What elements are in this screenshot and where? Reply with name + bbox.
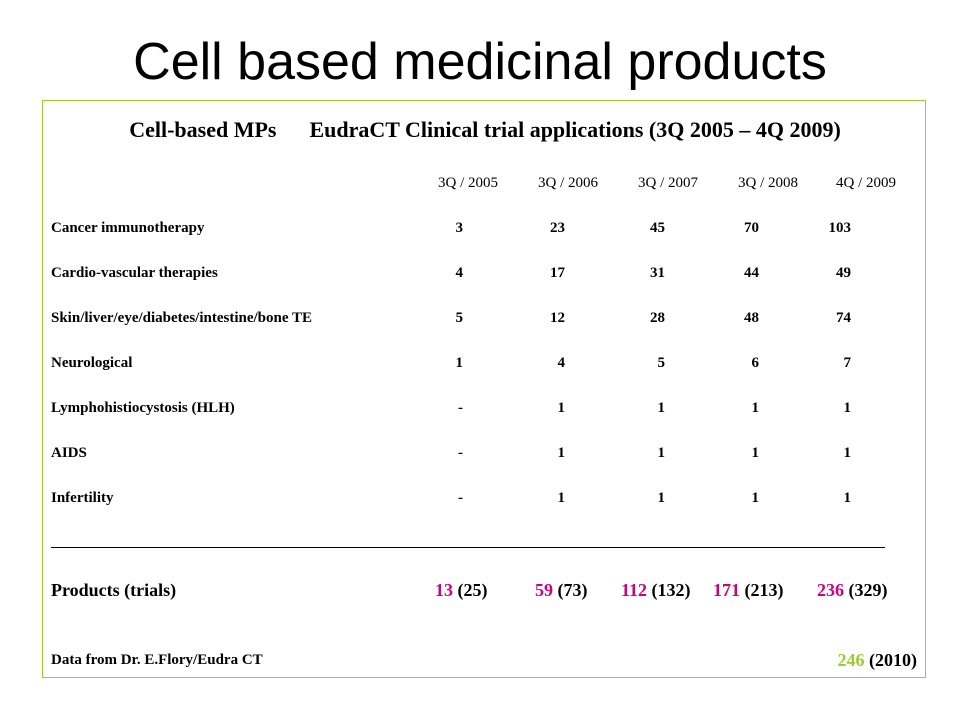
cell-value: 12 <box>550 310 565 326</box>
cell-value: 4 <box>557 355 566 371</box>
cell-value: 1 <box>843 490 852 506</box>
cell-value: 1 <box>455 355 464 371</box>
products-count: 13 <box>435 580 453 600</box>
source-label: Data from Dr. E.Flory/Eudra CT <box>51 652 263 668</box>
table-row: AIDS - 1 1 1 1 <box>43 442 927 464</box>
cell-value: 48 <box>744 310 759 326</box>
cell-value: 5 <box>455 310 464 326</box>
row-label: Neurological <box>51 355 133 371</box>
row-label: Cancer immunotherapy <box>51 220 205 236</box>
row-label: Lymphohistiocystosis (HLH) <box>51 400 235 416</box>
total-cell: 236 (329) <box>817 578 888 602</box>
cell-value: 1 <box>751 400 760 416</box>
trials-count: (73) <box>557 580 588 600</box>
cell-value: 45 <box>650 220 665 236</box>
cell-value: 1 <box>557 445 566 461</box>
cell-value: 1 <box>557 400 566 416</box>
table-box: Cell-based MPs EudraCT Clinical trial ap… <box>42 100 926 678</box>
products-count: 171 <box>713 580 740 600</box>
cell-value: 1 <box>657 445 666 461</box>
products-count: 59 <box>535 580 553 600</box>
total-cell: 13 (25) <box>435 578 488 602</box>
trials-count: (25) <box>457 580 488 600</box>
cell-value: 17 <box>550 265 565 281</box>
cell-value: 1 <box>843 400 852 416</box>
table-row: Infertility - 1 1 1 1 <box>43 487 927 509</box>
table-row: Skin/liver/eye/diabetes/intestine/bone T… <box>43 307 927 329</box>
note-year: (2010) <box>869 650 917 670</box>
cell-value: 44 <box>744 265 759 281</box>
total-cell: 112 (132) <box>621 578 691 602</box>
source-row: Data from Dr. E.Flory/Eudra CT 246 (2010… <box>43 649 927 671</box>
cell-value: 1 <box>751 490 760 506</box>
divider-line <box>51 547 885 548</box>
totals-label: Products (trials) <box>51 580 177 600</box>
cell-value: - <box>458 445 463 461</box>
table-row: Cardio-vascular therapies 4 17 31 44 49 <box>43 262 927 284</box>
cell-value: 1 <box>657 400 666 416</box>
note-2010: 246 (2010) <box>838 649 918 671</box>
cell-value: - <box>458 400 463 416</box>
table-header: Cell-based MPs EudraCT Clinical trial ap… <box>43 115 927 145</box>
cell-value: 6 <box>751 355 760 371</box>
total-cell: 59 (73) <box>535 578 588 602</box>
table-row: Lymphohistiocystosis (HLH) - 1 1 1 1 <box>43 397 927 419</box>
totals-row: Products (trials) 13 (25) 59 (73) 112 (1… <box>43 578 927 602</box>
cell-value: 3 <box>455 220 464 236</box>
header-right: EudraCT Clinical trial applications (3Q … <box>309 117 841 142</box>
column-header: 3Q / 2006 <box>538 175 598 191</box>
cell-value: 1 <box>657 490 666 506</box>
cell-value: 1 <box>557 490 566 506</box>
trials-count: (132) <box>651 580 691 600</box>
row-label: Skin/liver/eye/diabetes/intestine/bone T… <box>51 310 312 326</box>
cell-value: 74 <box>836 310 851 326</box>
row-label: AIDS <box>51 445 87 461</box>
cell-value: 5 <box>657 355 666 371</box>
table-row: Cancer immunotherapy 3 23 45 70 103 <box>43 217 927 239</box>
column-header: 3Q / 2005 <box>438 175 498 191</box>
cell-value: 28 <box>650 310 665 326</box>
products-count: 236 <box>817 580 844 600</box>
cell-value: 4 <box>455 265 464 281</box>
trials-count: (329) <box>848 580 888 600</box>
note-products: 246 <box>837 650 865 670</box>
table-row: Neurological 1 4 5 6 7 <box>43 352 927 374</box>
products-count: 112 <box>621 580 648 600</box>
cell-value: 7 <box>843 355 852 371</box>
cell-value: 49 <box>836 265 851 281</box>
cell-value: 23 <box>550 220 565 236</box>
column-header: 3Q / 2008 <box>738 175 798 191</box>
cell-value: 70 <box>744 220 759 236</box>
cell-value: 31 <box>650 265 665 281</box>
cell-value: 1 <box>843 445 852 461</box>
slide-title: Cell based medicinal products <box>133 33 827 91</box>
header-left: Cell-based MPs <box>129 117 277 142</box>
row-label: Infertility <box>51 490 114 506</box>
row-label: Cardio-vascular therapies <box>51 265 218 281</box>
cell-value: 1 <box>751 445 760 461</box>
total-cell: 171 (213) <box>713 578 784 602</box>
column-headers: 3Q / 2005 3Q / 2006 3Q / 2007 3Q / 2008 … <box>43 173 927 193</box>
cell-value: 103 <box>828 220 852 236</box>
column-header: 3Q / 2007 <box>638 175 698 191</box>
cell-value: - <box>458 490 463 506</box>
column-header: 4Q / 2009 <box>836 175 896 191</box>
trials-count: (213) <box>744 580 784 600</box>
